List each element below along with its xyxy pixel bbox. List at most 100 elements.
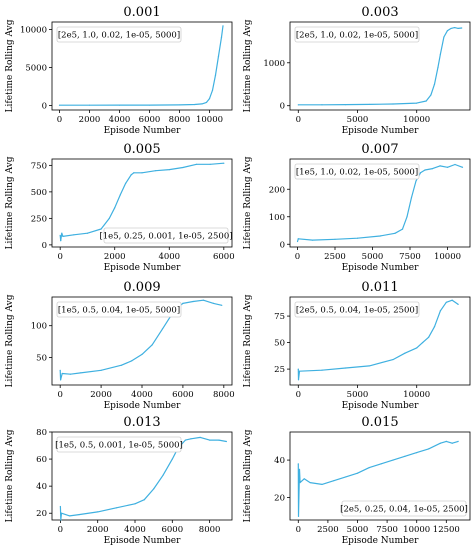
x-tick-label: 6000	[139, 115, 161, 125]
data-point	[80, 372, 82, 374]
chart-title: 0.007	[361, 142, 398, 157]
y-axis-label: Lifetime Rolling Avg	[5, 294, 15, 387]
chart-panel-4: 0.007 0 2500 5000 7500 10000 0 100 200 Episode Nu…	[243, 142, 471, 273]
y-tick-label: 100	[31, 322, 47, 332]
data-point	[446, 29, 449, 32]
data-point	[356, 472, 359, 474]
data-point	[60, 519, 62, 521]
x-tick-label: 0	[296, 525, 301, 535]
chart-title: 0.005	[123, 142, 160, 157]
data-point	[303, 478, 305, 480]
data-point	[218, 439, 220, 441]
data-point	[73, 234, 75, 236]
data-point	[58, 104, 61, 106]
y-tick-label: 500	[31, 188, 47, 198]
data-point	[162, 474, 164, 476]
legend-box	[103, 227, 229, 244]
legend-box	[294, 301, 420, 318]
x-tick-label: 12500	[433, 525, 460, 535]
chart-title: 0.003	[361, 5, 398, 20]
y-tick-label: 10000	[20, 26, 47, 36]
chart-panel-8: 0.015 0 2500 5000 7500 10000 12500 20 40 Episode …	[243, 415, 471, 546]
legend-label: [1e5, 0.5, 0.04, 1e-05, 5000]	[58, 306, 180, 316]
data-point	[431, 168, 434, 170]
data-point	[59, 379, 62, 381]
plot-frame	[289, 296, 471, 386]
data-point	[406, 216, 408, 218]
x-tick-label: 0	[57, 115, 62, 125]
y-tick-label: 750	[31, 161, 47, 171]
data-point	[100, 228, 102, 230]
data-point	[297, 104, 299, 106]
data-point	[443, 36, 445, 38]
data-point	[182, 302, 184, 304]
data-point	[118, 104, 121, 106]
x-tick-label: 8000	[199, 525, 221, 535]
legend-box	[294, 163, 420, 180]
plot-frame	[51, 21, 233, 111]
data-point	[161, 328, 164, 330]
legend-label: [1e5, 1.0, 0.02, 1e-05, 5000]	[296, 168, 418, 178]
data-point	[217, 55, 220, 57]
data-point	[201, 103, 203, 105]
y-tick-label: 40	[36, 482, 47, 492]
data-point	[61, 232, 63, 234]
data-point	[60, 512, 63, 514]
data-point	[404, 352, 406, 354]
data-point	[120, 364, 123, 366]
data-point	[299, 481, 301, 484]
x-axis-label: Episode Number	[342, 536, 419, 546]
y-tick-label: 50	[274, 339, 285, 349]
x-tick-label: 5000	[347, 525, 369, 535]
x-tick-label: 2000	[104, 252, 126, 262]
data-point	[457, 27, 459, 30]
data-point	[86, 232, 89, 234]
x-tick-label: 5000	[347, 390, 369, 400]
series-line	[59, 162, 224, 242]
data-point	[410, 196, 413, 199]
legend-box	[56, 436, 182, 453]
y-tick-label: 250	[31, 214, 47, 224]
data-point	[334, 238, 336, 240]
data-point	[78, 513, 80, 516]
x-tick-label: 0	[296, 115, 301, 125]
chart-title: 0.009	[123, 280, 160, 295]
y-tick-label: 80	[36, 428, 47, 438]
data-point	[404, 455, 406, 457]
data-point	[199, 436, 201, 439]
data-point	[439, 442, 441, 444]
data-point	[392, 459, 394, 461]
data-point	[171, 458, 173, 460]
data-point	[115, 507, 117, 509]
data-point	[209, 439, 211, 441]
y-tick-label: 20	[274, 494, 285, 504]
data-point	[209, 163, 211, 165]
x-axis-label: Episode Number	[104, 401, 181, 411]
data-point	[430, 94, 432, 96]
data-point	[182, 166, 184, 169]
data-point	[321, 369, 323, 371]
chart-title: 0.013	[123, 415, 160, 430]
x-tick-label: 2500	[324, 252, 346, 262]
data-point	[192, 300, 194, 303]
data-point	[445, 301, 447, 303]
legend-label: [1e5, 0.5, 0.001, 1e-05, 5000]	[55, 441, 183, 451]
data-point	[392, 103, 394, 105]
x-tick-label: 2000	[87, 525, 109, 535]
data-point	[130, 174, 132, 176]
y-tick-label: 0	[280, 240, 285, 250]
data-point	[461, 27, 463, 29]
data-point	[454, 163, 456, 166]
x-tick-label: 2000	[90, 390, 112, 400]
legend-label: [2e5, 1.0, 0.02, 1e-05, 5000]	[58, 31, 180, 41]
x-axis-label: Episode Number	[342, 401, 419, 411]
data-point	[97, 511, 99, 513]
x-tick-label: 0	[57, 390, 62, 400]
data-point	[141, 172, 143, 174]
x-tick-label: 4000	[131, 390, 153, 400]
data-point	[437, 66, 439, 68]
data-point	[433, 326, 436, 328]
data-point	[59, 369, 61, 371]
data-point	[345, 476, 347, 478]
